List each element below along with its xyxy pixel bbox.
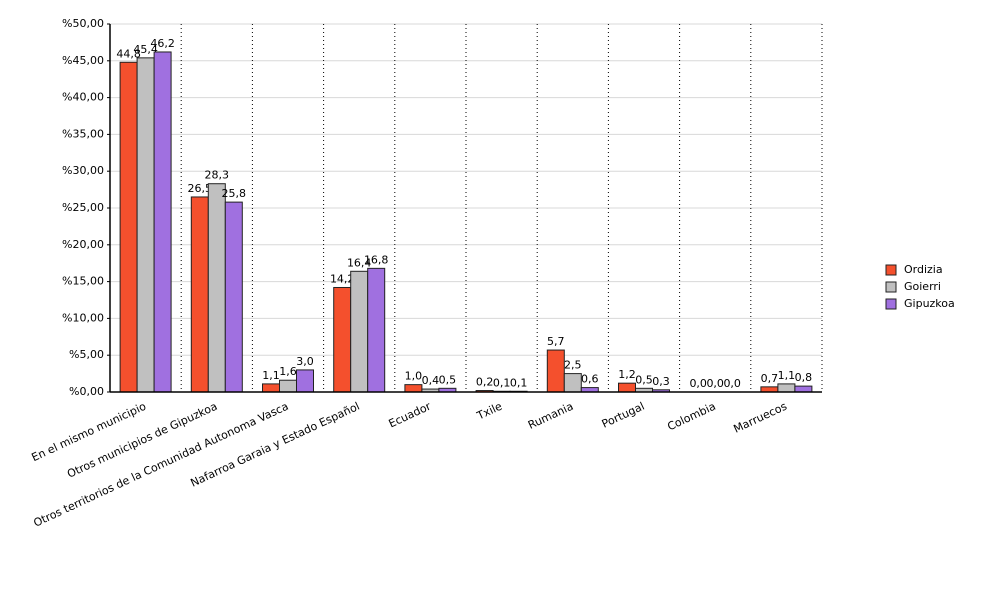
value-label: 1,1 xyxy=(262,369,280,382)
y-tick-label: %25,00 xyxy=(62,201,104,214)
value-label: 3,0 xyxy=(296,355,314,368)
y-tick-label: %5,00 xyxy=(69,348,104,361)
value-label: 0,7 xyxy=(761,372,779,385)
value-label: 0,8 xyxy=(795,371,813,384)
y-tick-label: %30,00 xyxy=(62,164,104,177)
bar xyxy=(563,373,582,393)
value-label: 0,3 xyxy=(652,375,670,388)
value-label: 0,5 xyxy=(635,373,653,386)
value-label: 0,5 xyxy=(439,373,457,386)
legend-swatch xyxy=(885,281,897,293)
bar xyxy=(279,379,297,393)
bar xyxy=(136,57,155,393)
value-label: 16,4 xyxy=(347,256,372,269)
value-label: 46,2 xyxy=(150,37,175,50)
value-label: 25,8 xyxy=(222,187,247,200)
y-tick-label: %15,00 xyxy=(62,275,104,288)
value-label: 1,2 xyxy=(618,368,636,381)
value-label: 44,8 xyxy=(116,47,141,60)
value-label: 0,1 xyxy=(510,376,528,389)
value-label: 28,3 xyxy=(205,169,230,182)
value-label: 0,2 xyxy=(476,376,494,389)
value-label: 5,7 xyxy=(547,335,565,348)
y-tick-label: %50,00 xyxy=(62,17,104,30)
bar xyxy=(350,270,369,393)
value-label: 0,0 xyxy=(689,377,707,390)
y-tick-label: %10,00 xyxy=(62,311,104,324)
value-label: 0,1 xyxy=(493,376,511,389)
value-label: 45,4 xyxy=(133,43,158,56)
y-tick-label: %0,00 xyxy=(69,385,104,398)
bar xyxy=(777,383,796,393)
value-label: 16,8 xyxy=(364,253,389,266)
legend-swatch xyxy=(885,264,897,276)
bar xyxy=(404,384,423,393)
y-tick-label: %20,00 xyxy=(62,238,104,251)
value-label: 1,6 xyxy=(279,365,297,378)
bar xyxy=(262,383,280,393)
bar xyxy=(153,51,172,393)
bar xyxy=(207,183,226,393)
bar xyxy=(546,349,565,393)
legend-label: Goierri xyxy=(904,280,941,293)
value-label: 26,5 xyxy=(188,182,213,195)
bar xyxy=(367,267,386,393)
legend-swatch xyxy=(885,298,897,310)
bar xyxy=(224,201,243,393)
bar xyxy=(333,286,352,393)
value-label: 0,4 xyxy=(422,374,440,387)
value-label: 0,6 xyxy=(581,373,599,386)
value-label: 0,0 xyxy=(706,377,724,390)
bar xyxy=(119,61,138,393)
bar xyxy=(190,196,209,393)
y-tick-label: %35,00 xyxy=(62,127,104,140)
bar xyxy=(618,382,636,393)
bar xyxy=(296,369,314,393)
legend-label: Gipuzkoa xyxy=(904,297,955,310)
y-tick-label: %45,00 xyxy=(62,54,104,67)
bar xyxy=(794,385,813,393)
value-label: 2,5 xyxy=(564,359,582,372)
value-label: 0,0 xyxy=(723,377,741,390)
value-label: 1,0 xyxy=(405,370,423,383)
y-tick-label: %40,00 xyxy=(62,91,104,104)
legend-label: Ordizia xyxy=(904,263,943,276)
bar xyxy=(760,386,779,393)
value-label: 14,2 xyxy=(330,272,355,285)
value-label: 1,1 xyxy=(778,369,796,382)
